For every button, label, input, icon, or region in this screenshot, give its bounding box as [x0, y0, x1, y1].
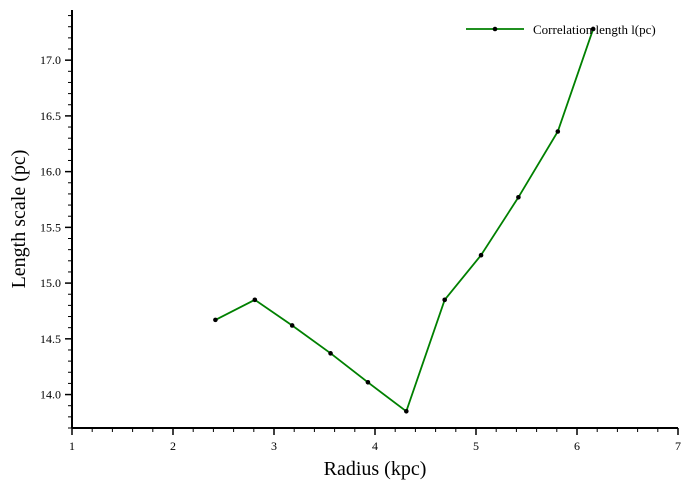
x-tick-label: 7: [675, 439, 681, 453]
legend: Correlation length l(pc): [466, 22, 656, 37]
data-point: [590, 26, 596, 32]
data-point: [213, 317, 218, 323]
x-tick-label: 3: [271, 439, 277, 453]
data-point: [328, 351, 333, 356]
y-tick-label: 14.0: [40, 388, 61, 402]
data-point: [404, 408, 409, 414]
data-point: [516, 194, 521, 200]
y-tick-label: 14.5: [40, 332, 61, 346]
x-tick-label: 6: [574, 439, 580, 453]
y-tick-label: 15.0: [40, 276, 61, 290]
x-tick-label: 4: [372, 439, 378, 453]
data-point: [555, 129, 561, 134]
y-axis-title: Length scale (pc): [8, 150, 30, 289]
y-tick-label: 15.5: [40, 220, 61, 234]
series-layer: [213, 26, 596, 414]
x-tick-label: 2: [170, 439, 176, 453]
y-tick-label: 16.5: [40, 109, 61, 123]
legend-marker: [492, 26, 498, 32]
data-point: [478, 252, 484, 258]
y-tick-label: 17.0: [40, 53, 61, 67]
ticks: 1 2 3 4 5 6 7 14.0 14.5 15.0 15.5 16.0 16.5 17.0: [40, 15, 681, 453]
x-axis-title: Radius (kpc): [324, 458, 427, 480]
data-point: [252, 297, 258, 303]
series-line: [214, 28, 595, 413]
legend-label: Correlation length l(pc): [533, 22, 656, 37]
x-tick-label: 1: [69, 439, 75, 453]
data-point: [289, 323, 295, 328]
data-point: [442, 297, 447, 303]
data-point: [365, 379, 371, 385]
axes: [71, 10, 678, 429]
y-tick-label: 16.0: [40, 165, 61, 179]
x-tick-label: 5: [473, 439, 479, 453]
